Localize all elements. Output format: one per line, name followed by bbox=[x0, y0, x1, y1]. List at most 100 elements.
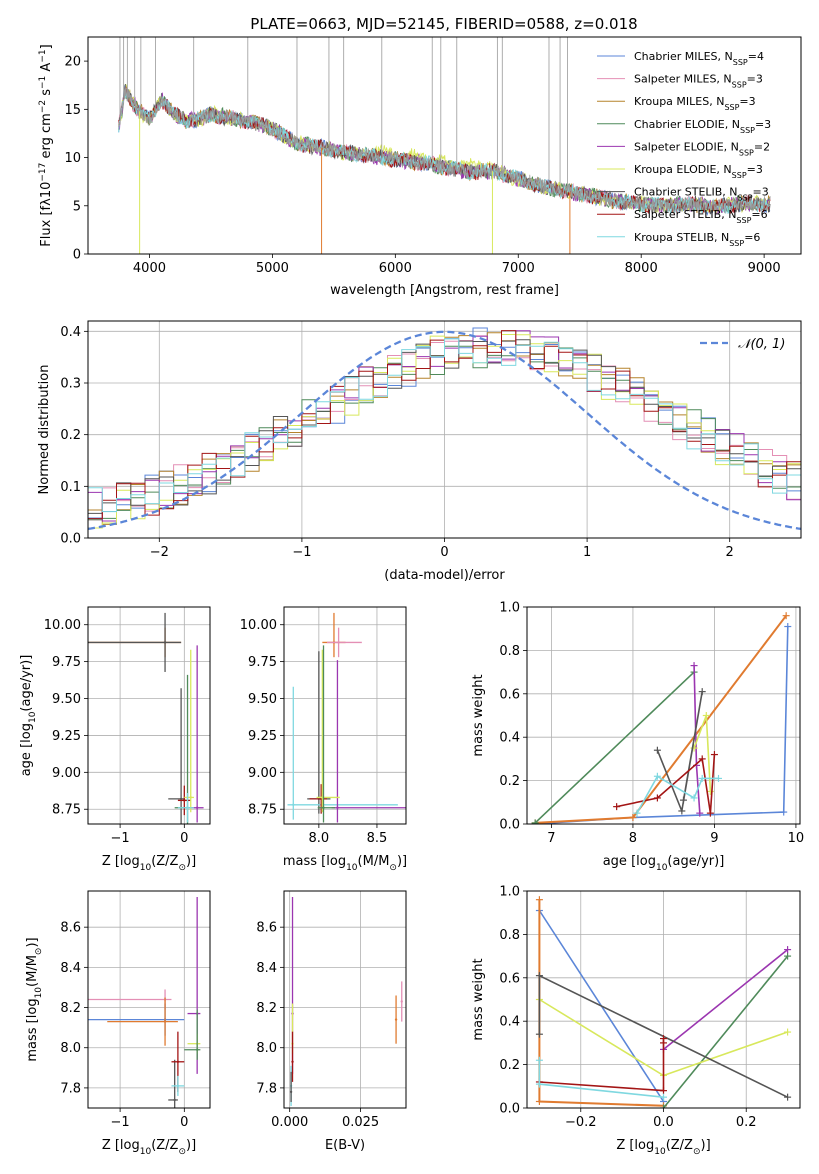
x-tick-label: −0.2 bbox=[565, 1115, 597, 1130]
y-axis-label: mass weight bbox=[471, 674, 486, 756]
histograms bbox=[88, 327, 801, 531]
y-tick-label: 0.0 bbox=[499, 818, 520, 833]
y-tick-label: 8.2 bbox=[60, 1001, 81, 1016]
y-tick-label: 15 bbox=[64, 103, 81, 118]
x-axis-label-part: )] bbox=[397, 854, 407, 869]
y-tick-label: 8.6 bbox=[256, 921, 277, 936]
x-axis-label-part: (Z/Z bbox=[151, 1138, 178, 1153]
legend-suffix: =3 bbox=[739, 95, 755, 108]
y-tick-label: 0.3 bbox=[60, 377, 81, 392]
y-tick-label: 8.0 bbox=[256, 1041, 277, 1056]
legend-label: Salpeter MILES, N bbox=[634, 73, 732, 86]
y-tick-label: 5 bbox=[73, 199, 81, 214]
y-tick-label: 1.0 bbox=[499, 885, 520, 900]
y-tick-label: 10.00 bbox=[44, 618, 81, 633]
weight-line bbox=[534, 671, 695, 824]
x-axis-label-part: ⊙ bbox=[693, 1147, 701, 1157]
weight-vs-Z-axes: −0.2 0.0 0.2 0.0 0.2 0.4 0.6 0.8 1.0 Z [log10(Z/Z… bbox=[471, 885, 801, 1157]
y-axis-label-part: −1 bbox=[38, 49, 48, 62]
weight-line bbox=[535, 615, 787, 824]
y-tick-label: 9.25 bbox=[52, 729, 81, 744]
weight-line bbox=[538, 1060, 664, 1098]
panels: 4000 5000 6000 7000 8000 900005101520waveleng… bbox=[19, 36, 805, 1157]
x-axis-label-part: age [log bbox=[603, 854, 656, 869]
legend-suffix: =3 bbox=[747, 73, 763, 86]
y-tick-label: 10 bbox=[64, 151, 81, 166]
x-axis-label-part: ⊙ bbox=[178, 863, 186, 873]
y-axis-label-part: (M/M bbox=[25, 955, 40, 987]
legend-label: Chabrier MILES, N bbox=[634, 50, 733, 63]
y-tick-label: 0.6 bbox=[499, 687, 520, 702]
axes-frame bbox=[283, 606, 407, 825]
legend-label: Chabrier STELIB, N bbox=[634, 186, 738, 199]
y-tick-label: 8.4 bbox=[256, 961, 277, 976]
legend-label: Salpeter STELIB, N bbox=[634, 208, 736, 221]
x-tick-label: 0.000 bbox=[271, 1115, 308, 1130]
y-axis-label-part: ⊙ bbox=[34, 948, 44, 956]
weight-line bbox=[662, 948, 789, 1051]
y-axis-label: mass [log10(M/M⊙)] bbox=[25, 937, 44, 1061]
legend-suffix: =3 bbox=[755, 118, 771, 131]
x-axis-label: Z [log10(Z/Z⊙)] bbox=[102, 1138, 196, 1157]
spectrum-lines bbox=[118, 37, 771, 254]
x-tick-label: 10 bbox=[788, 831, 805, 846]
x-tick-label: 0 bbox=[180, 1115, 188, 1130]
y-axis-label-part: erg cm bbox=[39, 113, 54, 162]
y-tick-label: 8.75 bbox=[248, 803, 277, 818]
error-point bbox=[163, 641, 167, 644]
legend-sub: SSP bbox=[729, 238, 744, 247]
x-tick-label: 0.0 bbox=[653, 1115, 674, 1130]
error-point bbox=[176, 1060, 180, 1063]
y-tick-label: 9.50 bbox=[52, 692, 81, 707]
axes-frame bbox=[87, 890, 211, 1109]
error-point bbox=[289, 1090, 293, 1094]
y-tick-label: 0.6 bbox=[499, 971, 520, 986]
legend-sub: SSP bbox=[738, 193, 753, 202]
legend-entry: Kroupa STELIB, NSSP=6 bbox=[634, 231, 760, 248]
legend-suffix: =3 bbox=[747, 163, 763, 176]
y-tick-label: 7.8 bbox=[256, 1081, 277, 1096]
legend-entry: Salpeter STELIB, NSSP=6 bbox=[634, 208, 768, 225]
x-axis-label-part: 10 bbox=[140, 863, 152, 873]
histogram-step bbox=[88, 344, 801, 521]
y-tick-label: 0.4 bbox=[499, 731, 520, 746]
x-tick-label: 1 bbox=[583, 545, 591, 560]
legend-label: Kroupa ELODIE, N bbox=[634, 163, 732, 176]
y-tick-label: 9.75 bbox=[52, 655, 81, 670]
legend-entry: 𝒩(0, 1) bbox=[738, 337, 785, 352]
y-axis-label-part: (age/yr)] bbox=[19, 655, 34, 712]
y-axis-label: age [log10(age/yr)] bbox=[19, 655, 38, 777]
error-point bbox=[292, 803, 295, 807]
x-tick-label: 2 bbox=[726, 545, 734, 560]
y-tick-label: 0 bbox=[73, 248, 81, 263]
x-tick-label: 7000 bbox=[502, 261, 535, 276]
legend-sub: SSP bbox=[724, 103, 739, 112]
y-tick-label: 8.6 bbox=[60, 921, 81, 936]
axes-frame bbox=[87, 36, 802, 255]
weight-series bbox=[531, 612, 792, 824]
x-axis-label-part: (M/M bbox=[358, 854, 390, 869]
x-axis-label-part: Z [log bbox=[102, 854, 140, 869]
spectrum-axes: 4000 5000 6000 7000 8000 9000 0 5 10 15 20 waveleng… bbox=[38, 36, 802, 298]
legend-suffix: =6 bbox=[751, 208, 767, 221]
legend-suffix: =2 bbox=[754, 140, 770, 153]
y-tick-label: 0.0 bbox=[499, 1102, 520, 1117]
y-axis-label-part: s bbox=[39, 89, 54, 100]
y-tick-label: 9.00 bbox=[52, 766, 81, 781]
x-axis-label-part: mass [log bbox=[283, 854, 346, 869]
x-tick-label: 6000 bbox=[379, 261, 412, 276]
weight-line bbox=[538, 899, 664, 1107]
x-axis-label-part: 10 bbox=[140, 1147, 152, 1157]
legend-entry: Chabrier STELIB, NSSP=3 bbox=[634, 186, 769, 203]
y-axis-label-part: 10 bbox=[39, 182, 54, 199]
y-axis-label: Flux [fλ10−17 erg cm−2 s−1 A−1] bbox=[38, 44, 54, 246]
error-point bbox=[291, 1060, 294, 1063]
axes-frame bbox=[87, 606, 211, 825]
axes-frame bbox=[87, 320, 802, 539]
age-vs-mass-axes: 8.0 8.5 8.75 9.00 9.25 9.50 9.75 10.00 mass [log… bbox=[240, 606, 407, 873]
error-point bbox=[394, 1018, 398, 1021]
x-tick-label: 8000 bbox=[625, 261, 658, 276]
axes-frame bbox=[526, 890, 801, 1109]
y-axis-label-part: 10 bbox=[28, 711, 38, 723]
